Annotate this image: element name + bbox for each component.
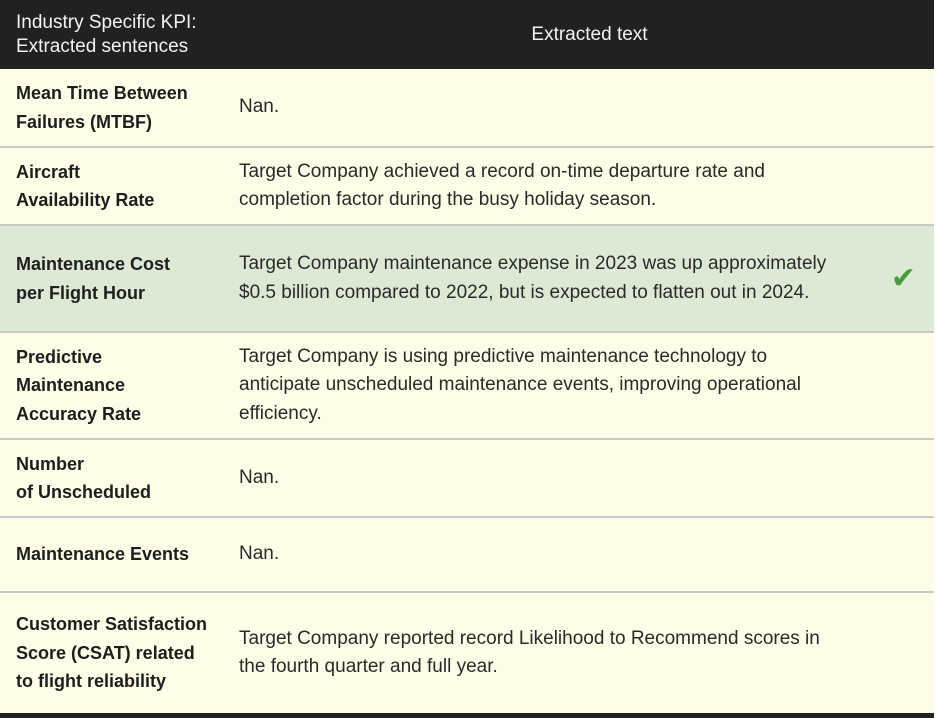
table-row-selected[interactable]: Maintenance Cost per Flight Hour Target … (0, 226, 934, 333)
table-header: Industry Specific KPI: Extracted sentenc… (0, 0, 934, 69)
right-gutter (934, 0, 936, 718)
table-row[interactable]: Mean Time Between Failures (MTBF) Nan. (0, 69, 934, 148)
kpi-label-line: Maintenance Events (16, 544, 190, 565)
kpi-label-line: Mean Time Between (16, 83, 188, 103)
kpi-label-line: Availability Rate (16, 190, 155, 210)
extracted-text-cell: Target Company maintenance expense in 20… (239, 253, 827, 303)
header-kpi-label-line2: Extracted sentences (16, 36, 189, 57)
kpi-cell: Maintenance Events (0, 540, 239, 569)
extracted-text-cell: Target Company is using predictive maint… (239, 345, 801, 424)
check-mark-icon: ✔ (890, 260, 916, 296)
kpi-label-line: Accuracy Rate (16, 403, 142, 424)
kpi-label-line: per Flight Hour (16, 282, 145, 303)
kpi-label-line: Score (CSAT) related (16, 642, 195, 663)
extracted-text-cell: Target Company achieved a record on-time… (239, 160, 765, 211)
kpi-label-line: Maintenance (16, 375, 126, 396)
kpi-label-line: Customer Satisfaction (16, 614, 208, 635)
kpi-label-line: of Unscheduled (16, 482, 152, 502)
table-row[interactable]: Customer Satisfaction Score (CSAT) relat… (0, 593, 934, 713)
kpi-label-line: Failures (MTBF) (16, 111, 153, 132)
table-bottom-border (0, 713, 934, 718)
kpi-label-line: Aircraft (16, 161, 81, 182)
table-row[interactable]: Number of Unscheduled Nan. (0, 440, 934, 518)
kpi-label-line: Maintenance Cost (16, 254, 171, 274)
header-text-column: Extracted text (531, 23, 648, 45)
table-row[interactable]: Maintenance Events Nan. (0, 518, 934, 593)
kpi-cell: Customer Satisfaction Score (CSAT) relat… (0, 610, 239, 696)
table-row[interactable]: Predictive Maintenance Accuracy Rate Tar… (0, 333, 934, 440)
kpi-label-line: to flight reliability (16, 671, 167, 692)
header-kpi-column: Industry Specific KPI: Extracted sentenc… (0, 0, 239, 69)
extracted-text-cell: Nan. (239, 466, 280, 488)
kpi-cell: Mean Time Between Failures (MTBF) (0, 79, 239, 136)
header-kpi-label-line1: Industry Specific KPI: (16, 12, 197, 33)
kpi-cell: Aircraft Availability Rate (0, 158, 239, 215)
kpi-label-line: Predictive (16, 346, 103, 367)
extracted-text-cell: Nan. (239, 543, 280, 565)
kpi-cell: Maintenance Cost per Flight Hour (0, 250, 239, 307)
extracted-text-cell: Target Company reported record Likelihoo… (239, 627, 820, 678)
kpi-cell: Predictive Maintenance Accuracy Rate (0, 343, 239, 429)
extracted-text-cell: Nan. (239, 96, 280, 118)
table-row[interactable]: Aircraft Availability Rate Target Compan… (0, 148, 934, 226)
kpi-cell: Number of Unscheduled (0, 450, 239, 507)
kpi-label-line: Number (16, 453, 85, 474)
